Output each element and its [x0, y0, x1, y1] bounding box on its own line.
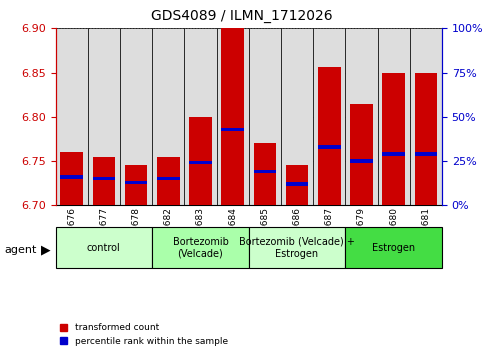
Bar — [125, 181, 147, 184]
Bar — [318, 145, 341, 148]
Bar — [286, 183, 308, 185]
FancyBboxPatch shape — [378, 28, 410, 205]
FancyBboxPatch shape — [152, 28, 185, 205]
Text: Bortezomib
(Velcade): Bortezomib (Velcade) — [172, 237, 228, 259]
FancyBboxPatch shape — [216, 28, 249, 205]
Text: agent: agent — [5, 245, 37, 255]
FancyBboxPatch shape — [56, 227, 152, 268]
FancyBboxPatch shape — [410, 28, 442, 205]
FancyBboxPatch shape — [249, 28, 281, 205]
Bar — [414, 152, 437, 155]
FancyBboxPatch shape — [313, 28, 345, 205]
FancyBboxPatch shape — [281, 28, 313, 205]
Bar — [189, 161, 212, 164]
Bar — [125, 165, 147, 205]
Bar — [93, 156, 115, 205]
FancyBboxPatch shape — [345, 227, 442, 268]
Bar — [221, 28, 244, 205]
Bar — [254, 143, 276, 205]
FancyBboxPatch shape — [88, 28, 120, 205]
Bar — [286, 165, 308, 205]
Bar — [157, 156, 180, 205]
Bar — [221, 127, 244, 131]
Bar — [93, 177, 115, 180]
FancyBboxPatch shape — [345, 28, 378, 205]
Bar — [189, 117, 212, 205]
Bar — [383, 152, 405, 155]
Bar — [60, 175, 83, 178]
FancyBboxPatch shape — [152, 227, 249, 268]
Bar — [60, 152, 83, 205]
Bar — [254, 170, 276, 173]
Bar — [383, 73, 405, 205]
Text: control: control — [87, 243, 121, 253]
Text: GDS4089 / ILMN_1712026: GDS4089 / ILMN_1712026 — [151, 9, 332, 23]
FancyBboxPatch shape — [185, 28, 216, 205]
FancyBboxPatch shape — [56, 28, 88, 205]
Bar — [350, 159, 373, 162]
Bar — [414, 73, 437, 205]
Bar — [157, 177, 180, 180]
Text: ▶: ▶ — [41, 243, 51, 256]
Bar — [350, 103, 373, 205]
Bar — [318, 67, 341, 205]
FancyBboxPatch shape — [120, 28, 152, 205]
FancyBboxPatch shape — [249, 227, 345, 268]
Legend: transformed count, percentile rank within the sample: transformed count, percentile rank withi… — [60, 324, 227, 346]
Text: Bortezomib (Velcade) +
Estrogen: Bortezomib (Velcade) + Estrogen — [239, 237, 355, 259]
Text: Estrogen: Estrogen — [372, 243, 415, 253]
